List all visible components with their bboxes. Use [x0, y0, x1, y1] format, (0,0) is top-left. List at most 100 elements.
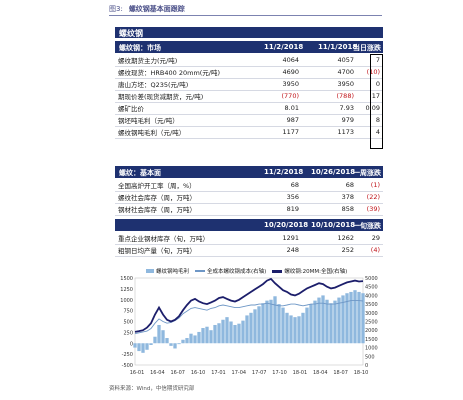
margin-bar	[181, 339, 185, 344]
margin-bar	[253, 309, 257, 344]
left-axis-tick-label: 750	[123, 309, 133, 315]
x-axis-tick-label: 16-04	[150, 370, 165, 376]
margin-bar	[321, 295, 325, 344]
table-row: 重点企业钢材库存（旬，万吨） 1291 1262 29	[115, 232, 383, 245]
row-value: 1173	[302, 126, 357, 139]
right-axis-tick-label: 2500	[365, 320, 378, 326]
left-axis-tick-label: 250	[123, 330, 133, 336]
figure-title-text: 螺纹钢基本面跟踪	[128, 5, 185, 13]
margin-bar	[333, 300, 337, 344]
left-axis-tick-label: 1250	[120, 287, 133, 293]
margin-bar	[189, 333, 193, 344]
right-axis-tick-label: 4500	[365, 285, 378, 291]
left-axis-tick-label: 0	[130, 341, 133, 347]
right-axis-tick-label: 3000	[365, 311, 378, 317]
row-value: 858	[302, 203, 357, 216]
left-axis-tick-label: 1000	[120, 298, 133, 304]
row-label: 粗钢日均产量（旬，万吨）	[115, 244, 235, 257]
margin-bar	[201, 328, 205, 344]
figure-number: 图3:	[109, 5, 123, 13]
table-row: 粗钢日均产量（旬，万吨） 248 252 (4)	[115, 244, 383, 257]
right-axis-tick-label: 1000	[365, 346, 378, 352]
row-label: 钢材社会库存（周，万吨）	[115, 203, 235, 216]
margin-bar	[277, 304, 281, 344]
margin-bar	[249, 312, 253, 344]
fundamentals-table-2: 重点企业钢材库存（旬，万吨） 1291 1262 29 粗钢日均产量（旬，万吨） 248 2…	[115, 232, 383, 257]
row-value: 4690	[235, 66, 302, 79]
table-row: 期现价差(现货减期货，元/吨) (770) (788) 17	[115, 90, 383, 103]
margin-bar	[161, 330, 165, 344]
row-label: 唐山方坯：Q235(元/吨)	[115, 78, 235, 91]
right-axis-tick-label: 0	[365, 363, 368, 369]
row-label: 螺纹现货：HRB400 20mm(元/吨)	[115, 66, 235, 79]
margin-bar	[205, 326, 209, 344]
margin-bar	[329, 303, 333, 344]
row-value: 29	[357, 232, 383, 245]
x-axis-tick-label: 17-10	[272, 370, 287, 376]
row-value: (39)	[357, 203, 383, 216]
row-value: 1291	[235, 232, 302, 245]
row-value: 378	[302, 191, 357, 204]
margin-bar	[265, 300, 269, 344]
margin-bar	[137, 343, 141, 352]
margin-bar	[313, 300, 317, 344]
x-axis-tick-label: 17-07	[252, 370, 267, 376]
margin-bar	[317, 297, 321, 344]
row-value: 4064	[235, 54, 302, 67]
margin-bar	[289, 315, 293, 344]
margin-bar	[133, 343, 137, 348]
row-label: 全国高炉开工率（周，%）	[115, 179, 235, 192]
row-label: 期现价差(现货减期货，元/吨)	[115, 90, 235, 103]
table-row: 螺纹现货：HRB400 20mm(元/吨) 4690 4700 (10)	[115, 66, 383, 79]
table-row: 螺矿比价 8.01 7.93 0.09	[115, 102, 383, 115]
margin-bar	[165, 338, 169, 344]
legend-item-margin: 螺纹钢吨毛利	[146, 267, 189, 275]
legend-swatch-cost	[195, 270, 206, 272]
margin-bar	[145, 343, 149, 350]
row-value: 4057	[302, 54, 357, 67]
x-axis-tick-label: 16-01	[130, 370, 145, 376]
margin-bar	[285, 312, 289, 344]
margin-bar	[185, 338, 189, 344]
row-value: 1177	[235, 126, 302, 139]
price-line	[134, 277, 364, 333]
x-axis-tick-label: 18-10	[354, 370, 369, 376]
row-value: 3950	[235, 78, 302, 91]
table-row: 钢坯吨毛利（元/吨） 987 979 8	[115, 114, 383, 127]
row-value: 248	[235, 244, 302, 257]
row-value: (1)	[357, 179, 383, 192]
x-axis-tick-label: 17-04	[232, 370, 247, 376]
legend-item-price: 螺纹钢:20MM:全国(右轴)	[272, 267, 347, 275]
legend-item-cost: 全成本螺纹钢成本(右轴)	[195, 267, 266, 275]
market-header: 螺纹钢：市场 11/2/2018 11/1/2018 当日涨跌	[115, 41, 383, 53]
margin-bar	[293, 317, 297, 344]
right-axis-tick-label: 4000	[365, 293, 378, 299]
right-axis-tick-label: 500	[365, 354, 375, 360]
margin-bar	[273, 296, 277, 344]
margin-bar	[297, 316, 301, 344]
row-value: 8.01	[235, 102, 302, 115]
table-row: 螺纹钢吨毛利（元/吨） 1177 1173 4	[115, 126, 383, 139]
fundamentals-header2: 10/20/2018 10/10/2018 一旬涨跌	[115, 219, 383, 231]
margin-bar	[309, 304, 313, 344]
row-value: (22)	[357, 191, 383, 204]
right-axis-tick-label: 2000	[365, 328, 378, 334]
fundamentals-header-date1: 11/2/2018	[264, 168, 304, 176]
row-value: 819	[235, 203, 302, 216]
margin-bar	[245, 315, 249, 344]
margin-bar	[221, 319, 225, 344]
cost-line	[134, 300, 364, 335]
fundamentals-header-change: 一周涨跌	[353, 169, 381, 177]
table-row: 唐山方坯：Q235(元/吨) 3950 3950 0	[115, 78, 383, 91]
fundamentals-header: 螺纹：基本面 11/2/2018 10/26/2018 一周涨跌	[115, 166, 383, 178]
right-axis-tick-label: 1500	[365, 337, 378, 343]
fundamentals-header2-change: 一旬涨跌	[353, 222, 381, 230]
row-label: 重点企业钢材库存（旬，万吨）	[115, 232, 235, 245]
fundamentals-header2-date1: 10/20/2018	[264, 221, 309, 229]
figure-title: 图3: 螺纹钢基本面跟踪	[109, 4, 185, 14]
right-axis-tick-label: 3500	[365, 302, 378, 308]
margin-bar	[153, 336, 157, 344]
row-label: 螺纹社会库存（周，万吨）	[115, 191, 235, 204]
margin-bar	[149, 343, 153, 345]
row-value: 987	[235, 114, 302, 127]
